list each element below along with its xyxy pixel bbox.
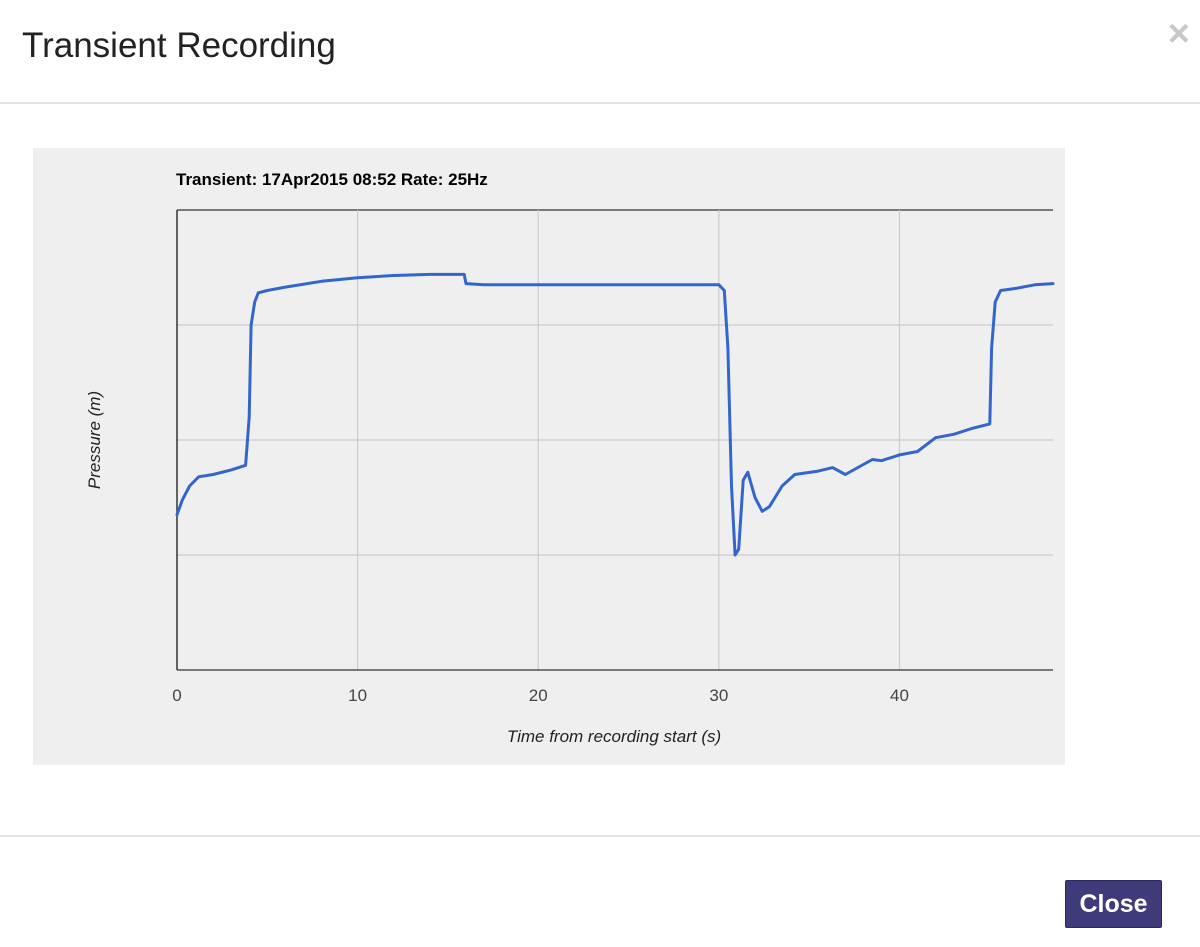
dialog-footer: Close bbox=[0, 835, 1200, 947]
pressure-chart: Transient: 17Apr2015 08:52 Rate: 25Hz 0 1… bbox=[33, 148, 1065, 765]
dialog-header: Transient Recording × bbox=[0, 0, 1200, 104]
close-icon[interactable]: × bbox=[1167, 13, 1190, 55]
dialog-title: Transient Recording bbox=[22, 26, 336, 65]
x-tick-label-4: 40 bbox=[890, 686, 909, 705]
x-tick-label-0: 0 bbox=[172, 686, 181, 705]
pressure-chart-svg: Transient: 17Apr2015 08:52 Rate: 25Hz 0 1… bbox=[33, 148, 1065, 765]
x-tick-label-3: 30 bbox=[709, 686, 728, 705]
chart-axes bbox=[176, 210, 1053, 671]
x-tick-label-1: 10 bbox=[348, 686, 367, 705]
chart-background bbox=[33, 148, 1065, 765]
chart-series bbox=[175, 272, 1055, 557]
dialog-body: Transient: 17Apr2015 08:52 Rate: 25Hz 0 1… bbox=[0, 104, 1200, 836]
pressure-series-line-0 bbox=[175, 272, 1055, 557]
close-button[interactable]: Close bbox=[1065, 880, 1162, 928]
x-axis-label: Time from recording start (s) bbox=[507, 727, 721, 746]
chart-x-ticks: 0 10 20 30 40 bbox=[172, 686, 909, 705]
x-tick-label-2: 20 bbox=[529, 686, 548, 705]
chart-title: Transient: 17Apr2015 08:52 Rate: 25Hz bbox=[176, 170, 488, 189]
y-axis-label: Pressure (m) bbox=[85, 391, 104, 489]
